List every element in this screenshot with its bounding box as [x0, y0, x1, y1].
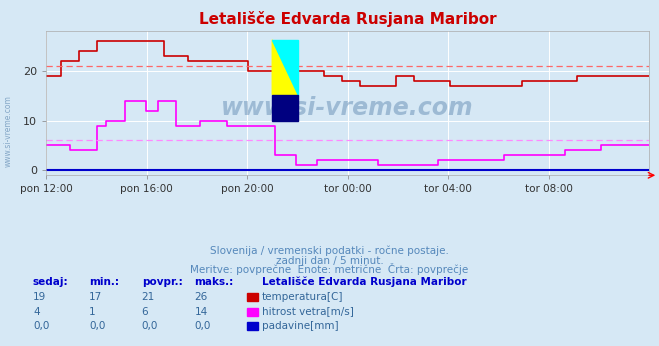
Text: 0,0: 0,0 — [33, 321, 49, 331]
Text: hitrost vetra[m/s]: hitrost vetra[m/s] — [262, 307, 353, 317]
Text: povpr.:: povpr.: — [142, 277, 183, 288]
Text: 0,0: 0,0 — [194, 321, 211, 331]
Text: www.si-vreme.com: www.si-vreme.com — [3, 95, 13, 167]
Text: 6: 6 — [142, 307, 148, 317]
Text: temperatura[C]: temperatura[C] — [262, 292, 343, 302]
Text: 17: 17 — [89, 292, 102, 302]
Text: 14: 14 — [194, 307, 208, 317]
Text: 1: 1 — [89, 307, 96, 317]
Text: maks.:: maks.: — [194, 277, 234, 288]
Text: min.:: min.: — [89, 277, 119, 288]
Text: Meritve: povprečne  Enote: metrične  Črta: povprečje: Meritve: povprečne Enote: metrične Črta:… — [190, 263, 469, 275]
Text: 19: 19 — [33, 292, 46, 302]
Text: 26: 26 — [194, 292, 208, 302]
Polygon shape — [272, 40, 298, 94]
Text: Slovenija / vremenski podatki - ročne postaje.: Slovenija / vremenski podatki - ročne po… — [210, 246, 449, 256]
Polygon shape — [272, 40, 298, 94]
Text: zadnji dan / 5 minut.: zadnji dan / 5 minut. — [275, 256, 384, 266]
Text: 4: 4 — [33, 307, 40, 317]
Text: 0,0: 0,0 — [89, 321, 105, 331]
Text: www.si-vreme.com: www.si-vreme.com — [221, 95, 474, 119]
Title: Letališče Edvarda Rusjana Maribor: Letališče Edvarda Rusjana Maribor — [199, 11, 496, 27]
Text: 21: 21 — [142, 292, 155, 302]
Text: 0,0: 0,0 — [142, 321, 158, 331]
Text: padavine[mm]: padavine[mm] — [262, 321, 338, 331]
Text: sedaj:: sedaj: — [33, 277, 69, 288]
Bar — [272, 94, 298, 120]
Text: Letališče Edvarda Rusjana Maribor: Letališče Edvarda Rusjana Maribor — [262, 277, 467, 288]
